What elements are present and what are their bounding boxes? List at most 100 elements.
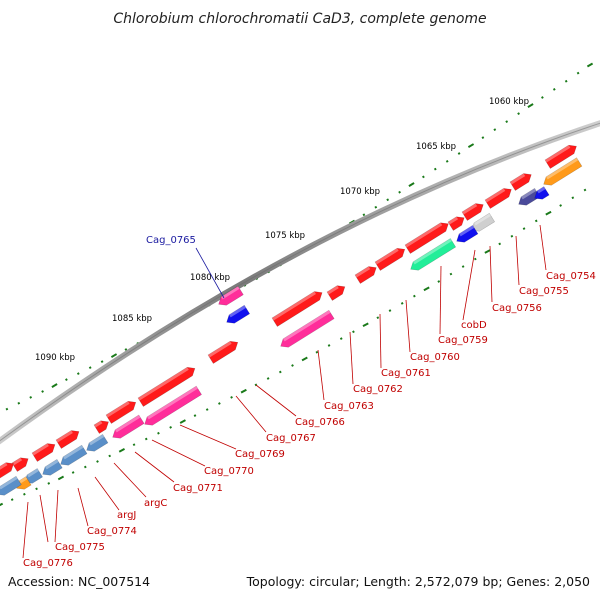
- gene-label-argj[interactable]: argJ: [117, 510, 136, 521]
- gene-arrow[interactable]: [216, 285, 244, 308]
- scale-label-1075: 1075 kbp: [265, 231, 305, 241]
- label-leader-line: [439, 265, 442, 335]
- gene-arrow[interactable]: [447, 214, 467, 231]
- inner-tick-mark: [352, 330, 355, 334]
- inner-tick-mark: [583, 188, 587, 192]
- inner-tick-mark: [0, 502, 4, 508]
- outer-tick-mark: [541, 96, 544, 99]
- gene-arrow[interactable]: [544, 142, 579, 169]
- gene-label-cag-0766[interactable]: Cag_0766: [295, 417, 345, 428]
- inner-tick-mark: [327, 344, 331, 347]
- gene-arrow[interactable]: [0, 475, 22, 498]
- gene-arrow[interactable]: [0, 459, 16, 479]
- inner-tick-mark: [118, 448, 125, 453]
- inner-tick-mark: [108, 454, 112, 458]
- outer-tick-mark: [51, 383, 58, 388]
- inner-tick-mark: [362, 322, 369, 328]
- outer-tick-mark: [100, 360, 104, 364]
- outer-tick-mark: [481, 136, 485, 140]
- inner-tick-mark: [534, 219, 538, 223]
- outer-tick-mark: [517, 112, 520, 115]
- gene-arrow[interactable]: [11, 455, 31, 472]
- gene-label-cag-0767[interactable]: Cag_0767: [266, 433, 316, 444]
- outer-tick-mark: [88, 366, 92, 370]
- outer-tick-mark: [386, 198, 390, 202]
- gene-label-cag-0763[interactable]: Cag_0763: [324, 401, 374, 412]
- gene-arrow[interactable]: [58, 444, 88, 468]
- outer-tick-mark: [564, 79, 568, 83]
- label-leader-line: [462, 249, 476, 321]
- gene-arrow[interactable]: [271, 288, 325, 327]
- outer-tick-mark: [374, 205, 378, 209]
- scale-labels: 1060 kbp 1065 kbp 1070 kbp 1075 kbp 1080…: [35, 97, 529, 363]
- inner-tick-mark: [83, 465, 87, 469]
- gene-label-cag-0774[interactable]: Cag_0774: [87, 526, 137, 537]
- inner-tick-mark: [132, 443, 136, 447]
- gene-arrow[interactable]: [93, 418, 111, 434]
- gene-track: [0, 142, 583, 498]
- inner-tick-mark: [545, 210, 552, 216]
- gene-arrow[interactable]: [40, 459, 63, 478]
- label-leader-line: [94, 476, 120, 511]
- gene-arrow[interactable]: [31, 440, 58, 462]
- gene-arrow[interactable]: [374, 245, 407, 271]
- gene-arrow[interactable]: [354, 263, 379, 284]
- gene-label-cag-0759[interactable]: Cag_0759: [438, 335, 488, 346]
- gene-label-cobd[interactable]: cobD: [461, 320, 487, 331]
- gene-label-cag-0765[interactable]: Cag_0765: [146, 235, 196, 246]
- gene-arrow[interactable]: [278, 309, 335, 350]
- outer-tick-mark: [505, 120, 509, 124]
- gene-label-cag-0776[interactable]: Cag_0776: [23, 558, 73, 569]
- inner-tick-mark: [144, 437, 148, 441]
- gene-label-cag-0771[interactable]: Cag_0771: [173, 483, 223, 494]
- label-leader-line: [151, 439, 206, 467]
- outer-tick-mark: [29, 396, 33, 399]
- gene-label-cag-0760[interactable]: Cag_0760: [410, 352, 460, 363]
- gene-label-cag-0769[interactable]: Cag_0769: [235, 449, 285, 460]
- inner-tick-mark: [240, 388, 247, 394]
- gene-arrow[interactable]: [408, 238, 457, 274]
- gene-label-cag-0755[interactable]: Cag_0755: [519, 286, 569, 297]
- inner-tick-mark: [315, 350, 319, 354]
- inner-tick-mark: [400, 302, 404, 305]
- gene-arrow[interactable]: [55, 427, 82, 449]
- inner-tick-mark: [388, 309, 392, 312]
- gene-label-cag-0756[interactable]: Cag_0756: [492, 303, 542, 314]
- gene-arrow[interactable]: [484, 185, 514, 209]
- gene-label-cag-0770[interactable]: Cag_0770: [204, 466, 254, 477]
- inner-tick-mark: [484, 249, 491, 254]
- gene-arrow[interactable]: [516, 187, 541, 208]
- inner-tick-mark: [376, 316, 380, 320]
- scale-label-1070: 1070 kbp: [340, 187, 380, 197]
- gene-label-cag-0754[interactable]: Cag_0754: [546, 271, 596, 282]
- inner-tick-mark: [205, 408, 209, 411]
- gene-label-cag-0762[interactable]: Cag_0762: [353, 384, 403, 395]
- gene-arrow[interactable]: [137, 364, 198, 407]
- gene-arrow[interactable]: [110, 414, 145, 441]
- gene-arrow[interactable]: [84, 433, 109, 454]
- outer-tick-mark: [41, 390, 44, 393]
- inner-tick-mark: [571, 196, 575, 200]
- gene-label-cag-0775[interactable]: Cag_0775: [55, 542, 105, 553]
- gene-label-argc[interactable]: argC: [144, 498, 167, 509]
- gene-arrow[interactable]: [105, 398, 138, 424]
- gene-arrow[interactable]: [541, 157, 583, 189]
- label-leader-line: [54, 489, 59, 543]
- label-leader-line: [539, 224, 547, 271]
- label-leader-line: [39, 494, 49, 543]
- gene-arrow[interactable]: [404, 220, 451, 254]
- gene-label-cag-0761[interactable]: Cag_0761: [381, 368, 431, 379]
- gene-arrow[interactable]: [461, 200, 486, 221]
- label-leader-line: [405, 299, 411, 353]
- gene-arrow[interactable]: [532, 186, 550, 203]
- outer-tick-mark: [408, 182, 415, 187]
- gene-arrow[interactable]: [142, 385, 202, 428]
- gene-arrow[interactable]: [207, 338, 240, 364]
- gene-arrow[interactable]: [454, 224, 479, 245]
- gene-arrow[interactable]: [326, 282, 348, 301]
- gene-arrow[interactable]: [224, 304, 250, 326]
- label-leader-line: [349, 331, 354, 385]
- label-leader-line: [195, 247, 225, 299]
- gene-arrow[interactable]: [509, 170, 534, 191]
